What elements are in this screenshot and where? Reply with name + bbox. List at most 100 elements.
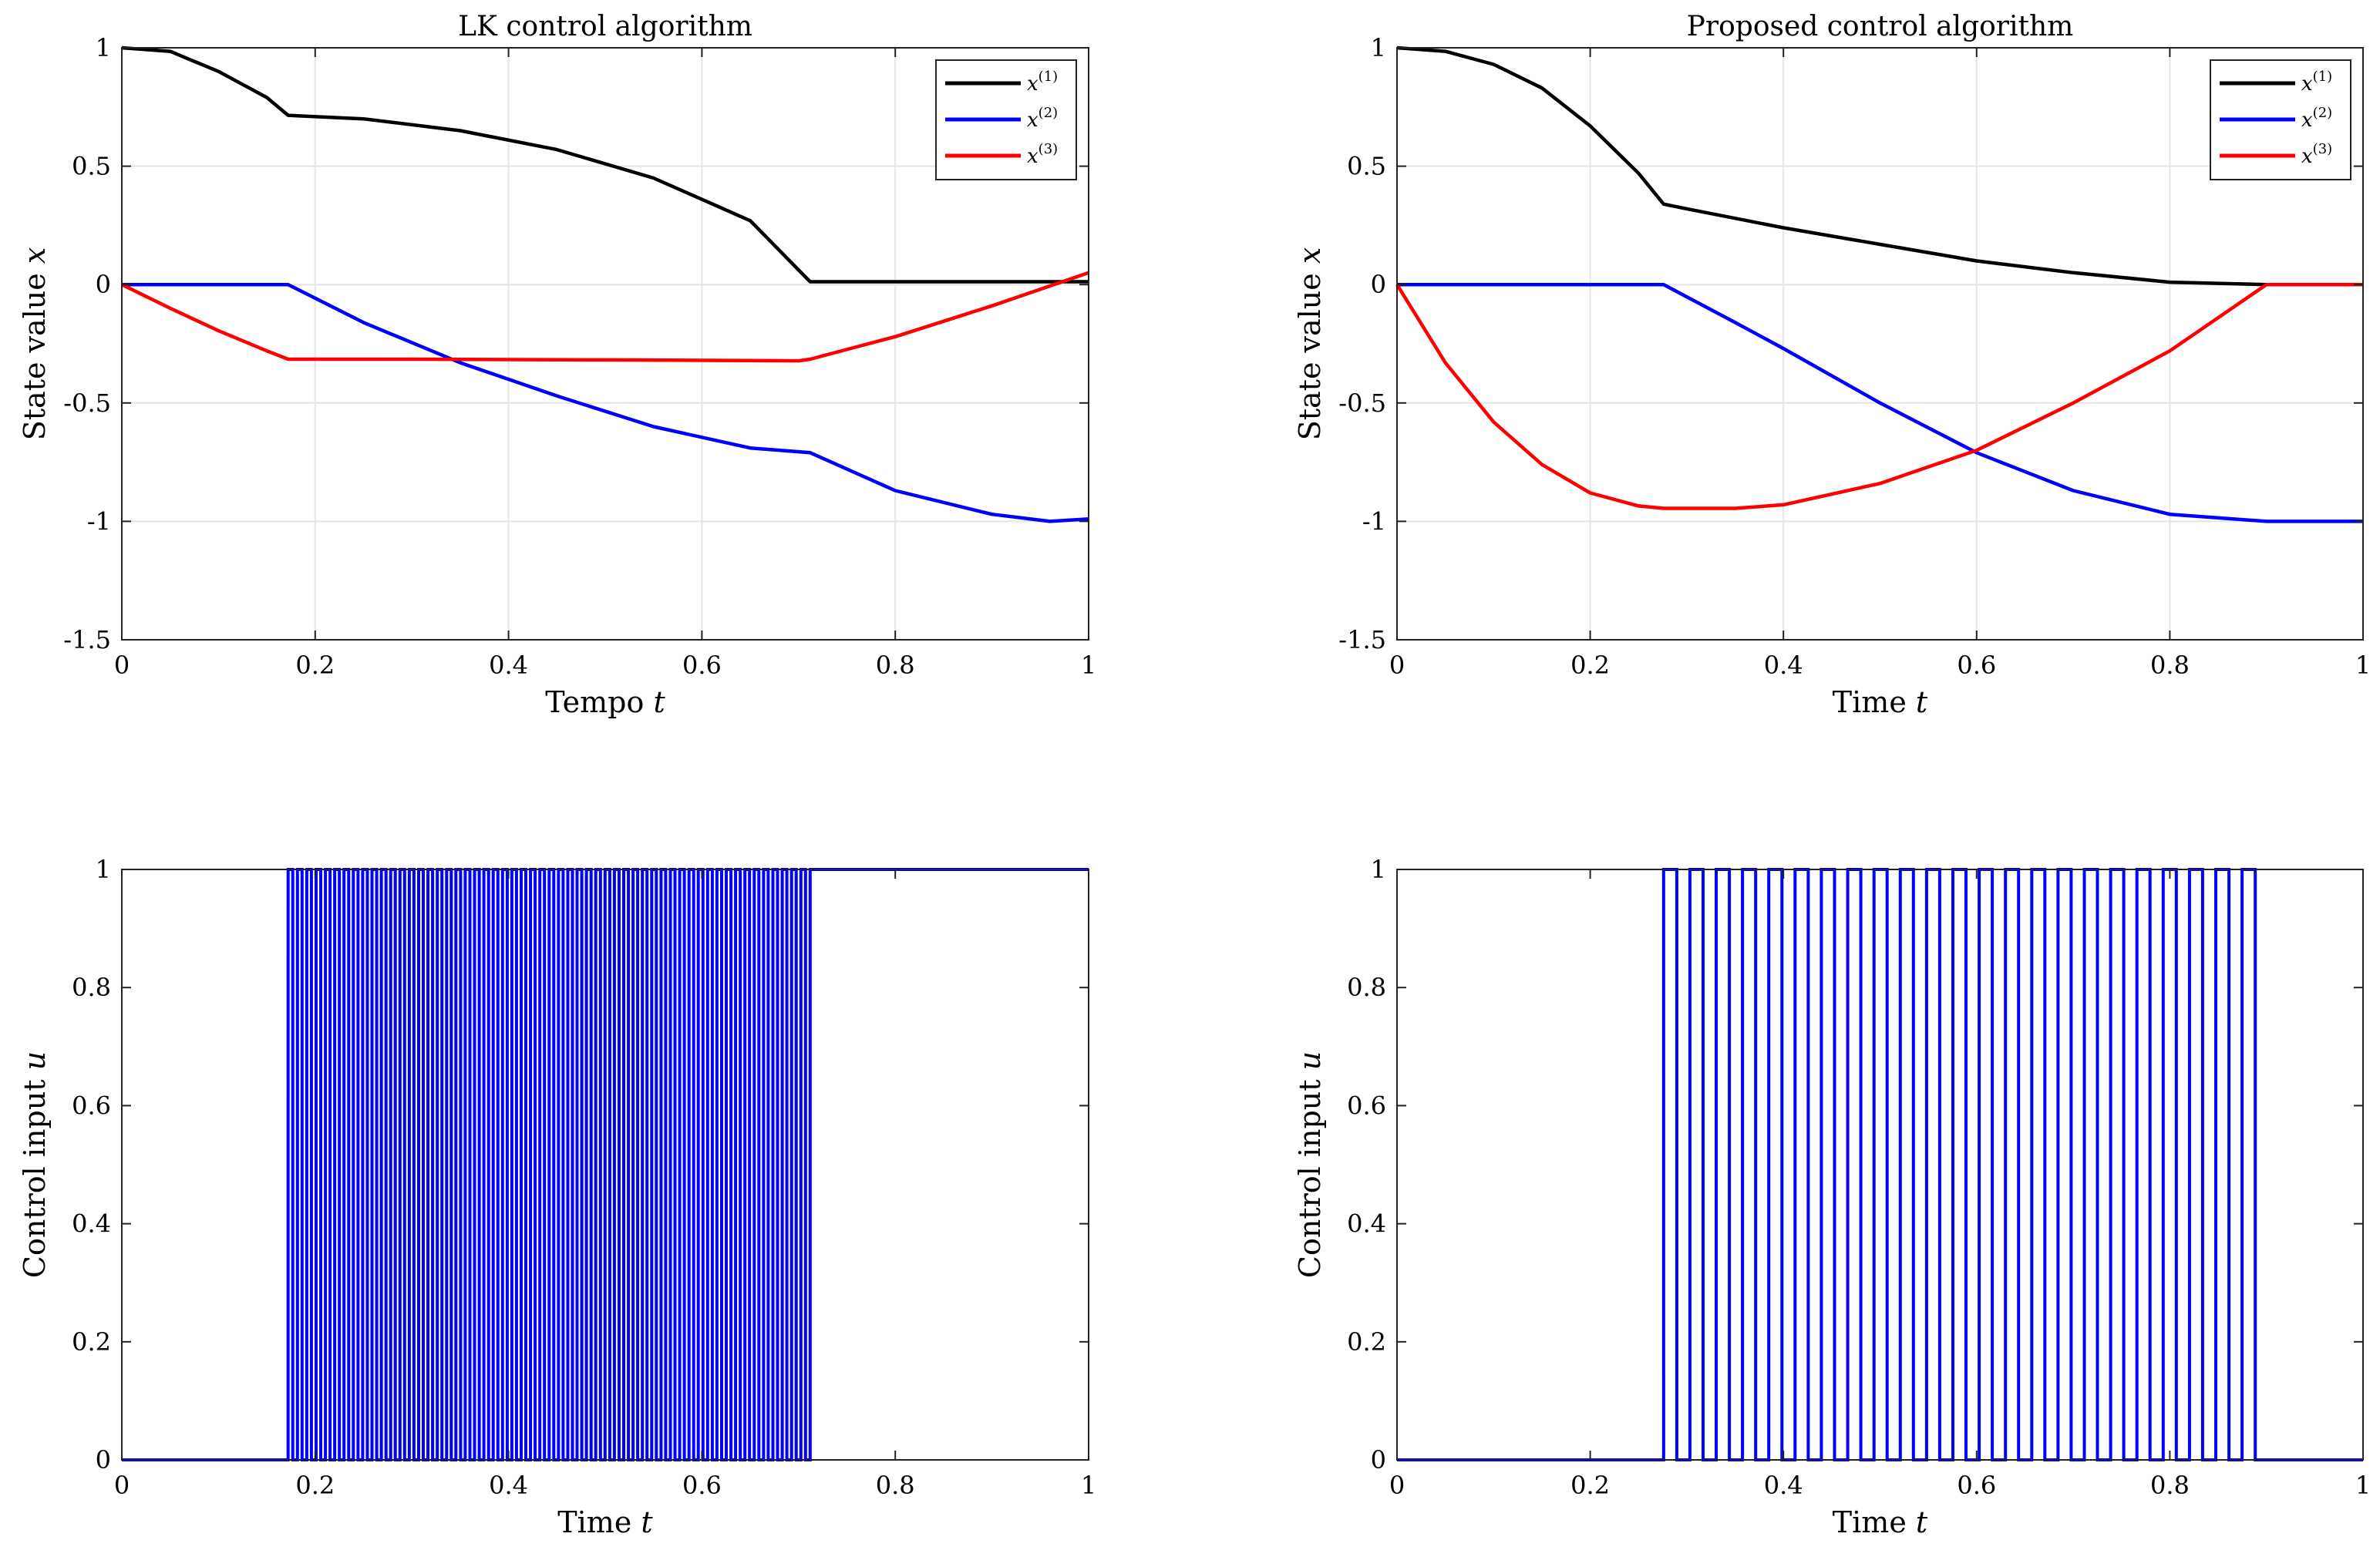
y-tick-label: 1 (96, 33, 111, 62)
y-tick-label: 0.2 (1347, 1327, 1386, 1357)
x-tick-label: 1 (1081, 651, 1096, 680)
y-tick-label: 0 (1371, 1445, 1386, 1475)
legend-sup: (3) (2313, 141, 2333, 157)
x-tick-label: 0 (1389, 1471, 1405, 1500)
x-tick-label: 0.4 (489, 1471, 528, 1500)
y-tick-label: -0.5 (63, 388, 111, 418)
axes-box (1396, 869, 2364, 1461)
legend-var: x (1027, 72, 1039, 96)
legend-var: x (2301, 109, 2313, 132)
y-axis-label-text: State value (18, 264, 52, 440)
y-tick-label: 1 (1371, 33, 1386, 62)
legend-label-x1: x(1) (2301, 69, 2332, 96)
legend-var: x (2301, 72, 2313, 96)
y-tick-label: 0.6 (72, 1091, 111, 1120)
y-tick-label: 0.6 (1347, 1091, 1386, 1120)
y-tick-label: -1 (1362, 506, 1386, 536)
series-line-x2 (122, 282, 1089, 523)
legend-var: x (1027, 109, 1039, 132)
legend-sup: (2) (2313, 105, 2333, 121)
x-tick-label: 1 (2355, 1471, 2371, 1500)
axes-box (1396, 47, 2364, 641)
x-tick-label: 0.8 (876, 651, 915, 680)
y-tick-label: -0.5 (1338, 388, 1386, 418)
y-tick-label: 0 (96, 270, 111, 299)
legend-sup: (2) (1039, 105, 1059, 121)
control-signal-u (1397, 868, 2363, 1461)
y-tick-label: -1.5 (63, 625, 111, 654)
y-axis-label-var: u (1293, 1051, 1327, 1070)
y-tick-label: 0 (96, 1445, 111, 1475)
x-tick-label: 0.6 (1957, 651, 1996, 680)
chart-panel-2: 0 0.2 0.4 0.6 0.8 1 -1.5 -1 -0.5 0 0.5 1 Proposed co… (1293, 11, 2371, 719)
x-axis-label-var: t (1916, 685, 1928, 719)
x-tick-label: 0.8 (2150, 651, 2190, 680)
series-line-x1 (1396, 45, 2363, 287)
legend-var: x (1027, 145, 1039, 168)
x-axis-label: Time t (557, 1505, 653, 1539)
x-tick-label: 0.4 (1764, 651, 1803, 680)
y-axis-label-text: Control input (1293, 1070, 1327, 1278)
x-tick-label: 0 (114, 1471, 130, 1500)
legend-label-x3: x(3) (2301, 141, 2332, 168)
y-tick-label: 0.8 (72, 973, 111, 1002)
y-tick-label: 0.5 (72, 152, 111, 181)
y-axis-label: Control input u (18, 1051, 52, 1278)
chart-panel-1: 0 0.2 0.4 0.6 0.8 1 -1.5 -1 -0.5 0 0.5 1 LK control … (18, 11, 1096, 719)
x-axis-label-text: Time (1833, 1505, 1916, 1539)
x-tick-label: 0.2 (1570, 651, 1610, 680)
legend-label-x3: x(3) (1027, 141, 1058, 168)
x-tick-label: 0 (114, 651, 130, 680)
series-line-x3 (1395, 282, 2363, 510)
chart-title: LK control algorithm (458, 11, 752, 42)
x-axis-label-var: t (1916, 1505, 1928, 1539)
x-axis-label-text: Time (1833, 685, 1916, 719)
x-tick-label: 0.8 (2150, 1471, 2190, 1500)
y-tick-label: 1 (1371, 855, 1386, 884)
x-axis-label: Time t (1833, 685, 1928, 719)
y-tick-label: -1 (87, 506, 111, 536)
x-axis-label-text: Tempo (545, 685, 653, 719)
axes-box (121, 47, 1089, 641)
legend-label-x2: x(2) (1027, 105, 1058, 132)
series-line-x2 (1397, 282, 2363, 523)
chart-panel-3: 0 0.2 0.4 0.6 0.8 1 0 0.2 0.4 0.6 0.8 1 Time t Contro… (18, 855, 1096, 1539)
legend-var: x (2301, 145, 2313, 168)
x-tick-label: 0.6 (682, 651, 722, 680)
y-axis-label: Control input u (1293, 1051, 1327, 1278)
y-tick-label: 0.4 (72, 1209, 111, 1239)
y-tick-label: 0.8 (1347, 973, 1386, 1002)
series-line-x3 (121, 271, 1089, 363)
x-axis-label-var: t (653, 685, 665, 719)
series-line-x1 (121, 45, 1089, 284)
legend-sup: (1) (1039, 69, 1059, 85)
x-tick-label: 0.8 (876, 1471, 915, 1500)
legend-sup: (3) (1039, 141, 1059, 157)
x-tick-label: 0 (1389, 651, 1405, 680)
y-axis-label-var: u (18, 1051, 52, 1070)
control-signal-u (122, 868, 1089, 1461)
y-axis-label: State value x (18, 247, 52, 441)
x-axis-label-text: Time (557, 1505, 641, 1539)
y-tick-label: -1.5 (1338, 625, 1386, 654)
x-axis-label-var: t (641, 1505, 653, 1539)
legend: x(1)x(2)x(3) (935, 59, 1077, 180)
x-tick-label: 0.4 (489, 651, 528, 680)
legend-sup: (1) (2313, 69, 2333, 85)
chart-title: Proposed control algorithm (1687, 11, 2074, 42)
x-axis-label: Time t (1833, 1505, 1928, 1539)
legend-label-x1: x(1) (1027, 69, 1058, 96)
legend: x(1)x(2)x(3) (2210, 59, 2351, 180)
x-tick-label: 0.2 (295, 651, 335, 680)
chart-panel-4: 0 0.2 0.4 0.6 0.8 1 0 0.2 0.4 0.6 0.8 1 Time t Contro… (1293, 855, 2371, 1539)
x-tick-label: 0.4 (1764, 1471, 1803, 1500)
y-tick-label: 0 (1371, 270, 1386, 299)
x-tick-label: 1 (1081, 1471, 1096, 1500)
x-tick-label: 0.2 (1570, 1471, 1610, 1500)
y-tick-label: 0.4 (1347, 1209, 1386, 1239)
x-axis-label: Tempo t (545, 685, 665, 719)
y-tick-label: 0.2 (72, 1327, 111, 1357)
y-tick-label: 1 (96, 855, 111, 884)
y-axis-label-text: Control input (18, 1070, 52, 1278)
